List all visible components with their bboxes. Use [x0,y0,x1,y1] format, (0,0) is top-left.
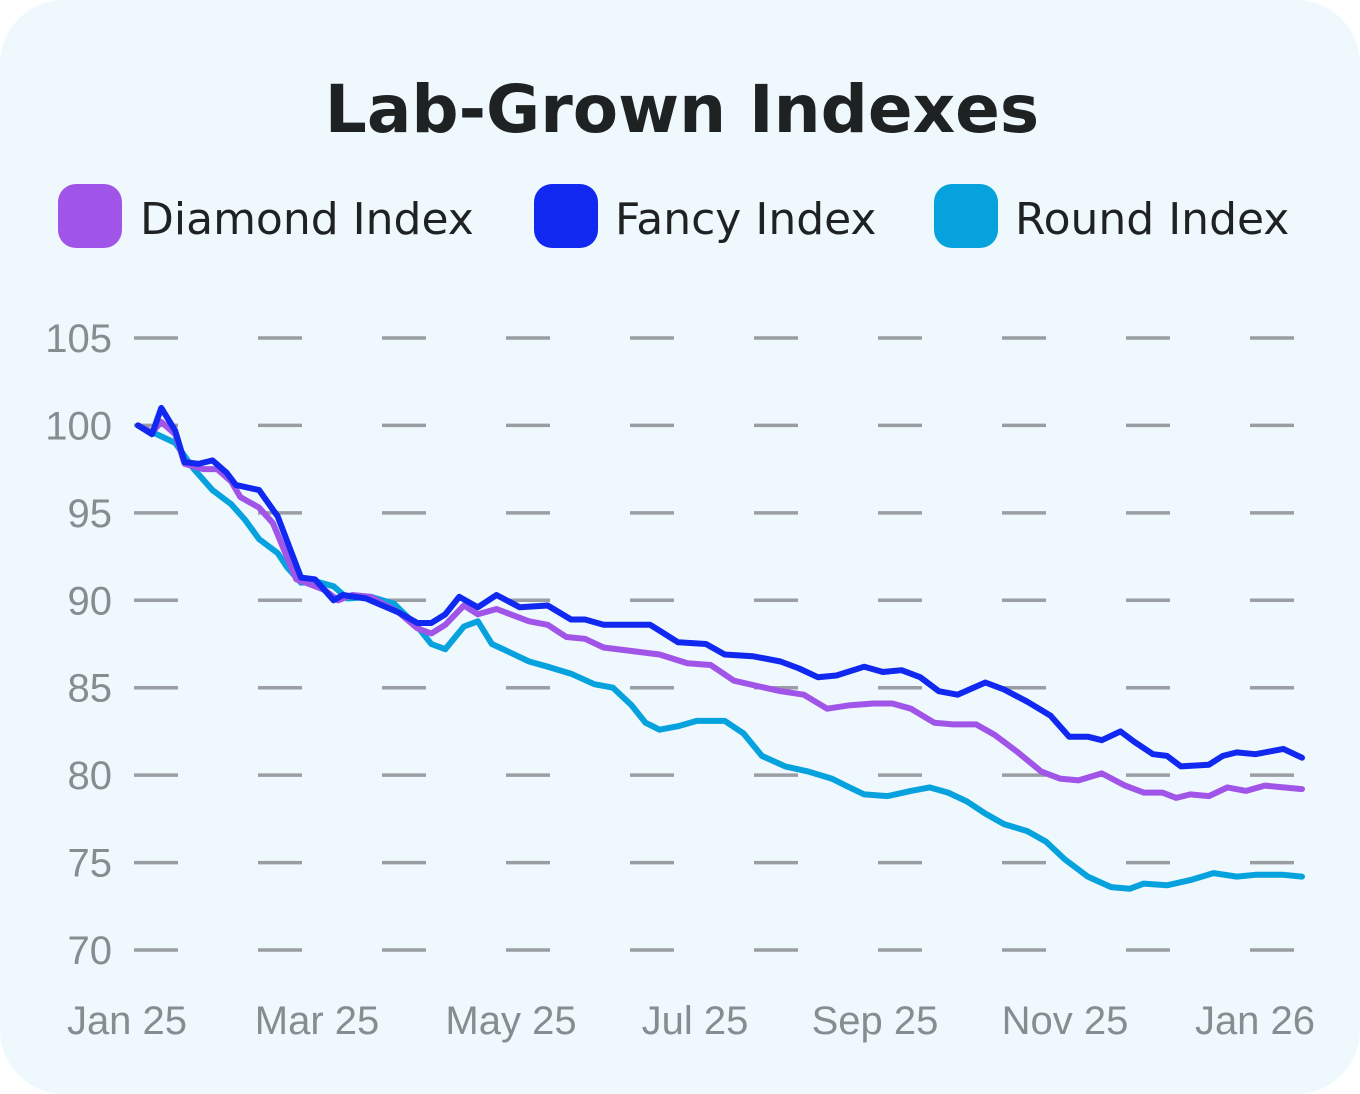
x-tick-label: Jan 25 [67,999,187,1043]
legend-swatch [534,184,598,248]
legend-item[interactable]: Diamond Index [58,184,474,248]
y-tick-label: 95 [68,492,113,536]
y-tick-label: 90 [68,579,113,623]
legend-label: Diamond Index [140,194,474,245]
x-tick-label: Nov 25 [1002,999,1129,1043]
series-line-round-index[interactable] [135,422,1305,892]
series-line-fancy-index[interactable] [135,404,1305,770]
x-tick-label: Mar 25 [255,999,380,1043]
chart-legend: Diamond Index Fancy Index Round Index [58,184,1289,248]
y-tick-label: 80 [68,754,113,798]
x-tick-label: May 25 [445,999,576,1043]
y-tick-label: 70 [68,929,113,973]
legend-label: Fancy Index [615,194,876,245]
legend-swatch [934,184,998,248]
legend-item[interactable]: Round Index [934,184,1289,248]
y-tick-label: 85 [68,667,113,711]
x-axis-ticks: Jan 25 Mar 25 May 25 Jul 25 Sep 25 Nov 25 Jan … [67,999,1315,1043]
series-line-diamond-index[interactable] [135,418,1305,801]
x-tick-label: Sep 25 [812,999,939,1043]
y-tick-label: 105 [45,317,112,361]
series-lines [135,404,1305,892]
y-tick-label: 100 [45,404,112,448]
y-tick-label: 75 [68,842,113,886]
legend-item[interactable]: Fancy Index [534,184,876,248]
x-tick-label: Jan 26 [1195,999,1315,1043]
y-gridlines [134,336,1302,952]
legend-label: Round Index [1015,194,1289,245]
legend-swatch [58,184,122,248]
x-tick-label: Jul 25 [642,999,749,1043]
chart-title: Lab-Grown Indexes [325,71,1039,148]
y-axis-ticks: 105 100 95 90 85 80 75 70 [45,317,112,973]
